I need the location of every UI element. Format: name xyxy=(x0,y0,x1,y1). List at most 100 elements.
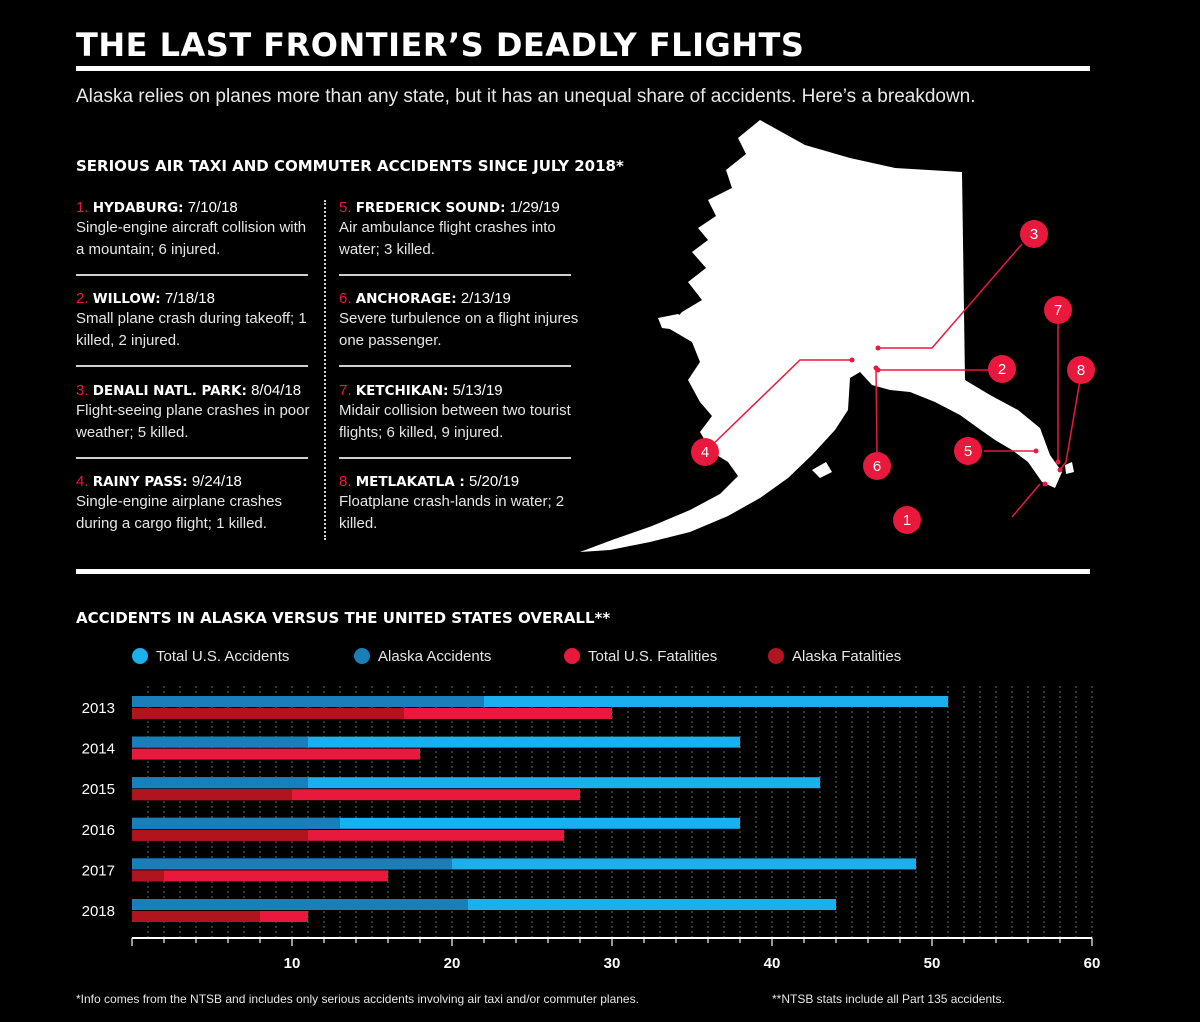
category-label: 2017 xyxy=(82,862,115,879)
map-marker-label: 8 xyxy=(1077,362,1085,379)
accident-location-dot xyxy=(873,365,879,371)
legend-swatch xyxy=(132,648,148,664)
accident-divider xyxy=(339,274,571,276)
accident-place: METLAKATLA : xyxy=(355,474,465,490)
map-marker xyxy=(863,452,891,480)
bar-ak-fatalities xyxy=(132,789,292,801)
accident-description: Midair collision between two tourist fli… xyxy=(339,402,571,441)
category-label: 2015 xyxy=(82,781,115,798)
bar-us-fatalities xyxy=(132,789,580,801)
marker-leader-line xyxy=(706,359,852,451)
accident-description: Single-engine aircraft collision with a … xyxy=(76,219,307,258)
accident-location-dot xyxy=(875,345,881,351)
category-label: 2013 xyxy=(82,700,115,717)
marker-leader-line xyxy=(1011,483,1041,518)
accident-date: 5/20/19 xyxy=(469,473,520,490)
accident-number: 1. xyxy=(76,199,89,216)
legend-label: Total U.S. Accidents xyxy=(156,648,290,665)
accident-location-dot xyxy=(849,357,855,363)
accident-heading: 5. FREDERICK SOUND: 1/29/19 xyxy=(339,199,579,216)
accident-item: 3. DENALI NATL. PARK: 8/04/18 Flight-seei… xyxy=(76,382,316,444)
legend-label: Alaska Accidents xyxy=(378,648,492,665)
bar-us-fatalities xyxy=(132,829,564,841)
marker-leader-line xyxy=(875,367,878,456)
map-marker-label: 1 xyxy=(903,512,911,529)
x-tick-label: 20 xyxy=(444,955,461,972)
legend-label: Alaska Fatalities xyxy=(792,648,902,665)
accident-item: 1. HYDABURG: 7/10/18 Single-engine aircra… xyxy=(76,199,316,261)
bar-ak-fatalities xyxy=(132,911,260,922)
accident-place: RAINY PASS: xyxy=(92,474,188,490)
map-marker-label: 7 xyxy=(1054,302,1062,319)
accident-number: 5. xyxy=(339,199,352,216)
map-marker-label: 5 xyxy=(964,443,972,460)
bar-us-accidents xyxy=(132,899,836,910)
accident-location-dot xyxy=(1042,481,1048,487)
accident-divider xyxy=(76,365,308,367)
legend-swatch xyxy=(354,648,370,664)
accident-heading: 6. ANCHORAGE: 2/13/19 xyxy=(339,290,579,307)
map-marker xyxy=(1067,356,1095,384)
accident-date: 7/18/18 xyxy=(164,290,215,307)
accident-date: 7/10/18 xyxy=(187,199,238,216)
accident-item: 2. WILLOW: 7/18/18 Small plane crash duri… xyxy=(76,290,316,352)
bar-ak-accidents xyxy=(132,736,308,748)
bar-ak-fatalities xyxy=(132,708,404,719)
accident-description: Air ambulance flight crashes into water;… xyxy=(339,219,556,258)
accident-heading: 1. HYDABURG: 7/10/18 xyxy=(76,199,316,216)
accident-divider xyxy=(339,365,571,367)
accident-place: KETCHIKAN: xyxy=(355,383,449,399)
legend-item: Total U.S. Accidents xyxy=(132,648,289,665)
accident-divider xyxy=(76,274,308,276)
chart-heading: ACCIDENTS IN ALASKA VERSUS THE UNITED ST… xyxy=(76,609,611,627)
bar-us-accidents xyxy=(132,858,916,870)
map-marker-label: 2 xyxy=(998,361,1006,378)
bar-us-accidents xyxy=(132,736,740,748)
legend-swatch xyxy=(768,648,784,664)
accident-description: Single-engine airplane crashes during a … xyxy=(76,493,282,532)
accident-divider xyxy=(76,457,308,459)
map-marker-label: 4 xyxy=(701,444,709,461)
bar-us-accidents xyxy=(132,817,740,829)
x-tick-label: 50 xyxy=(924,955,941,972)
accident-date: 1/29/19 xyxy=(509,199,560,216)
accident-place: ANCHORAGE: xyxy=(355,291,457,307)
accident-location-dot xyxy=(1055,459,1061,465)
x-tick-label: 60 xyxy=(1084,955,1101,972)
accident-date: 8/04/18 xyxy=(251,382,302,399)
marker-leader-line xyxy=(1059,379,1081,471)
accident-item: 7. KETCHIKAN: 5/13/19 Midair collision be… xyxy=(339,382,579,444)
accidents-heading: SERIOUS AIR TAXI AND COMMUTER ACCIDENTS … xyxy=(76,157,624,175)
bar-us-fatalities xyxy=(132,870,388,882)
accident-heading: 2. WILLOW: 7/18/18 xyxy=(76,290,316,307)
bar-ak-accidents xyxy=(132,817,340,829)
legend-item: Alaska Fatalities xyxy=(768,648,901,665)
legend-item: Alaska Accidents xyxy=(354,648,491,665)
accident-date: 5/13/19 xyxy=(452,382,503,399)
accident-location-dot xyxy=(1033,448,1039,454)
accident-place: FREDERICK SOUND: xyxy=(355,200,506,216)
accident-description: Small plane crash during takeoff; 1 kill… xyxy=(76,310,307,349)
category-label: 2016 xyxy=(82,822,115,839)
accident-place: DENALI NATL. PARK: xyxy=(92,383,247,399)
map-marker xyxy=(988,355,1016,383)
accident-heading: 8. METLAKATLA : 5/20/19 xyxy=(339,473,579,490)
title-rule xyxy=(76,66,1090,71)
page-subtitle: Alaska relies on planes more than any st… xyxy=(76,86,976,107)
category-label: 2018 xyxy=(82,903,115,920)
bar-ak-accidents xyxy=(132,858,452,870)
map-marker-label: 6 xyxy=(873,458,881,475)
map-marker xyxy=(691,438,719,466)
footnote-left: *Info comes from the NTSB and includes o… xyxy=(76,992,639,1006)
alaska-mainland xyxy=(580,120,1062,552)
page-title: THE LAST FRONTIER’S DEADLY FLIGHTS xyxy=(76,26,805,64)
accident-item: 6. ANCHORAGE: 2/13/19 Severe turbulence o… xyxy=(339,290,579,352)
bar-ak-accidents xyxy=(132,777,308,789)
accident-date: 9/24/18 xyxy=(191,473,242,490)
category-label: 2014 xyxy=(82,741,115,758)
map-marker-label: 3 xyxy=(1030,226,1038,243)
map-marker xyxy=(1020,220,1048,248)
accident-place: HYDABURG: xyxy=(92,200,184,216)
map-marker xyxy=(954,437,982,465)
accident-number: 3. xyxy=(76,382,89,399)
